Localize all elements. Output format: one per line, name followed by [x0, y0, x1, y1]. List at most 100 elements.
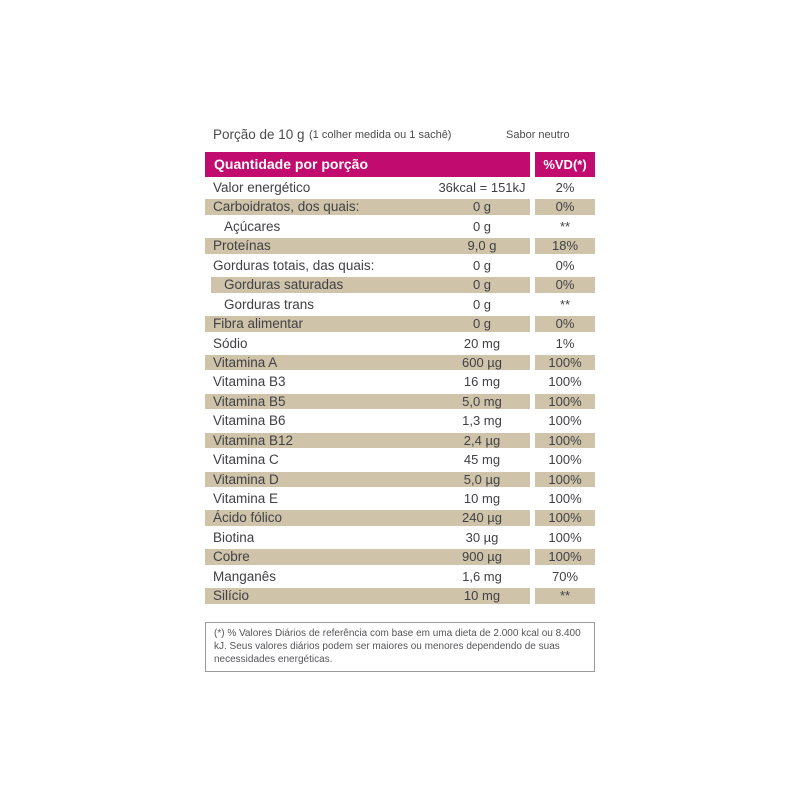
- table-row: Silício 10 mg **: [205, 586, 595, 605]
- table-row: Sódio 20 mg 1%: [205, 334, 595, 353]
- flavor-text: Sabor neutro: [506, 129, 570, 141]
- table-row: Carboidratos, dos quais: 0 g 0%: [205, 197, 595, 216]
- nutrient-label: Gorduras saturadas: [224, 277, 344, 293]
- row-band-vd: [535, 510, 595, 526]
- table-header-quantity: Quantidade por porção: [205, 152, 530, 177]
- row-band-main: [205, 393, 530, 410]
- nutrient-label: Carboidratos, dos quais:: [213, 199, 360, 215]
- nutrient-label: Valor energético: [213, 180, 311, 195]
- nutrient-daily-value: 1%: [555, 335, 575, 351]
- row-band-vd: [535, 432, 595, 449]
- row-band-vd: [535, 316, 595, 332]
- row-band-main: [205, 549, 530, 565]
- nutrient-value: 0 g: [472, 296, 492, 312]
- nutrient-daily-value: 100%: [548, 393, 582, 409]
- nutrition-facts-label: Porção de 10 g (1 colher medida ou 1 sac…: [205, 0, 595, 800]
- table-row: Gorduras trans 0 g **: [205, 295, 595, 314]
- row-band-main: [205, 471, 530, 487]
- row-band-vd: [535, 277, 595, 293]
- nutrient-value: 36kcal = 151kJ: [438, 180, 526, 195]
- table-row: Vitamina B3 16 mg 100%: [205, 372, 595, 391]
- nutrient-value: 16 mg: [463, 374, 501, 390]
- nutrient-label: Gorduras trans: [224, 296, 315, 312]
- nutrient-label: Gorduras totais, das quais:: [213, 257, 375, 273]
- table-row: Vitamina C 45 mg 100%: [205, 450, 595, 469]
- table-row: Vitamina D 5,0 µg 100%: [205, 470, 595, 489]
- row-band-vd: [535, 393, 595, 410]
- nutrient-value: 1,3 mg: [462, 413, 502, 429]
- serving-info-line: Porção de 10 g (1 colher medida ou 1 sac…: [205, 124, 595, 142]
- nutrient-daily-value: 2%: [555, 180, 575, 195]
- table-row: Vitamina B12 2,4 µg 100%: [205, 431, 595, 450]
- nutrient-daily-value: 100%: [548, 491, 582, 506]
- nutrient-value: 5,0 µg: [463, 471, 501, 487]
- serving-measure-text: (1 colher medida ou 1 sachê): [309, 129, 452, 141]
- nutrient-value: 900 µg: [461, 549, 503, 565]
- table-row: Biotina 30 µg 100%: [205, 528, 595, 547]
- row-band-main: [205, 238, 530, 254]
- row-band-main: [205, 316, 530, 332]
- nutrient-value: 1,6 mg: [462, 568, 502, 584]
- table-row: Vitamina E 10 mg 100%: [205, 489, 595, 508]
- row-band-vd: [535, 549, 595, 565]
- row-band-vd: [535, 588, 595, 604]
- nutrient-label: Vitamina C: [213, 452, 279, 468]
- nutrient-value: 20 mg: [463, 335, 501, 351]
- nutrient-daily-value: 70%: [551, 568, 579, 584]
- nutrient-daily-value: **: [559, 296, 571, 312]
- nutrient-value: 240 µg: [461, 510, 503, 526]
- nutrient-label: Vitamina E: [213, 491, 279, 506]
- row-band-main: [205, 432, 530, 449]
- nutrient-value: 0 g: [472, 277, 492, 293]
- nutrient-label: Vitamina B12: [213, 432, 294, 448]
- daily-values-footnote: (*) % Valores Diários de referência com …: [205, 622, 595, 672]
- nutrient-value: 0 g: [472, 218, 492, 234]
- table-rows: Valor energético 36kcal = 151kJ 2% Carbo…: [205, 178, 595, 606]
- table-row: Proteínas 9,0 g 18%: [205, 236, 595, 255]
- nutrient-daily-value: **: [559, 218, 571, 234]
- nutrient-daily-value: 100%: [548, 549, 582, 565]
- row-band-main: [205, 510, 530, 526]
- nutrient-label: Sódio: [213, 335, 248, 351]
- table-row: Fibra alimentar 0 g 0%: [205, 314, 595, 333]
- nutrient-daily-value: 100%: [548, 354, 582, 370]
- nutrient-daily-value: 100%: [548, 432, 582, 448]
- table-row: Valor energético 36kcal = 151kJ 2%: [205, 178, 595, 197]
- row-band-main: [205, 354, 530, 371]
- row-band-main: [205, 199, 530, 215]
- nutrient-value: 10 mg: [463, 491, 501, 506]
- nutrient-label: Biotina: [213, 529, 255, 545]
- table-row: Gorduras saturadas 0 g 0%: [205, 275, 595, 294]
- table-row: Ácido fólico 240 µg 100%: [205, 508, 595, 527]
- nutrient-value: 9,0 g: [467, 238, 497, 254]
- table-row: Gorduras totais, das quais: 0 g 0%: [205, 256, 595, 275]
- serving-size-text: Porção de 10 g: [213, 127, 305, 142]
- nutrient-value: 0 g: [472, 257, 492, 273]
- nutrient-label: Ácido fólico: [213, 510, 283, 526]
- nutrient-value: 10 mg: [463, 588, 501, 604]
- nutrient-value: 0 g: [472, 199, 492, 215]
- nutrient-label: Proteínas: [213, 238, 271, 254]
- nutrient-label: Vitamina B5: [213, 393, 286, 409]
- row-band-vd: [535, 199, 595, 215]
- nutrient-daily-value: 100%: [548, 374, 582, 390]
- nutrient-label: Vitamina B3: [213, 374, 286, 390]
- row-band-vd: [535, 354, 595, 371]
- table-row: Vitamina A 600 µg 100%: [205, 353, 595, 372]
- nutrient-value: 30 µg: [465, 529, 499, 545]
- nutrient-daily-value: 0%: [555, 316, 575, 332]
- nutrient-label: Fibra alimentar: [213, 316, 304, 332]
- nutrient-daily-value: 18%: [551, 238, 579, 254]
- nutrient-label: Cobre: [213, 549, 250, 565]
- nutrient-value: 5,0 mg: [462, 393, 502, 409]
- nutrient-daily-value: **: [559, 588, 571, 604]
- nutrient-daily-value: 100%: [548, 510, 582, 526]
- table-row: Manganês 1,6 mg 70%: [205, 567, 595, 586]
- nutrient-daily-value: 100%: [548, 452, 582, 468]
- table-header: Quantidade por porção %VD(*): [205, 152, 595, 177]
- nutrient-daily-value: 0%: [555, 199, 575, 215]
- nutrient-value: 45 mg: [463, 452, 501, 468]
- nutrient-daily-value: 100%: [548, 413, 582, 429]
- row-band-vd: [535, 238, 595, 254]
- nutrient-value: 600 µg: [461, 354, 503, 370]
